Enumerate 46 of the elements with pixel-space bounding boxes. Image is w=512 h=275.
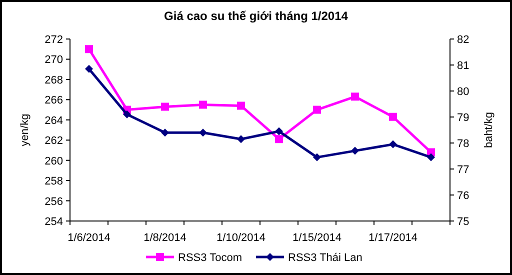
- y2-tick-label: 75: [457, 216, 470, 228]
- point: [161, 128, 169, 137]
- y-tick-label: 262: [44, 135, 63, 148]
- chart-title: Giá cao su thế giới tháng 1/2014: [164, 9, 348, 23]
- y-tick-label: 270: [44, 54, 63, 66]
- y-tick-label: 266: [44, 94, 63, 107]
- y-tick-label: 272: [44, 34, 63, 46]
- y-tick-label: 268: [44, 74, 63, 86]
- point: [313, 153, 321, 162]
- x-tick-label: 1/8/2014: [144, 232, 186, 244]
- y2-tick-label: 79: [457, 112, 470, 124]
- point: [85, 64, 93, 73]
- point: [199, 128, 207, 137]
- y2-tick-label: 81: [457, 60, 470, 72]
- y2-tick-label: 82: [457, 34, 470, 46]
- point: [85, 45, 93, 54]
- point: [313, 106, 321, 114]
- point: [389, 112, 397, 121]
- point: [351, 92, 359, 101]
- point: [161, 102, 169, 111]
- point: [199, 100, 207, 109]
- point: [275, 135, 283, 144]
- point: [123, 110, 131, 118]
- y-tick-label: 254: [44, 216, 63, 228]
- x-tick-label: 1/15/2014: [292, 232, 342, 244]
- y-axis-title: yen/kg: [19, 114, 31, 146]
- y2-tick-label: 78: [457, 138, 470, 150]
- x-tick-label: 1/17/2014: [368, 232, 418, 244]
- point: [237, 102, 245, 110]
- y-tick-label: 258: [44, 176, 63, 188]
- legend-label: RSS3 Thái Lan: [288, 252, 362, 264]
- y2-tick-label: 76: [457, 190, 470, 202]
- y2-tick-label: 77: [457, 164, 470, 176]
- legend-label: RSS3 Tocom: [178, 252, 242, 264]
- y-tick-label: 264: [44, 114, 63, 127]
- point: [389, 140, 397, 148]
- x-tick-label: 1/10/2014: [216, 232, 266, 244]
- point: [275, 127, 283, 136]
- y-tick-label: 260: [44, 155, 63, 168]
- point: [351, 146, 359, 155]
- y2-axis-title: baht/kg: [483, 112, 495, 148]
- y2-tick-label: 80: [457, 86, 470, 98]
- x-tick-label: 1/6/2014: [68, 232, 110, 244]
- point: [427, 153, 435, 162]
- y-tick-label: 256: [44, 196, 63, 208]
- point: [237, 135, 245, 144]
